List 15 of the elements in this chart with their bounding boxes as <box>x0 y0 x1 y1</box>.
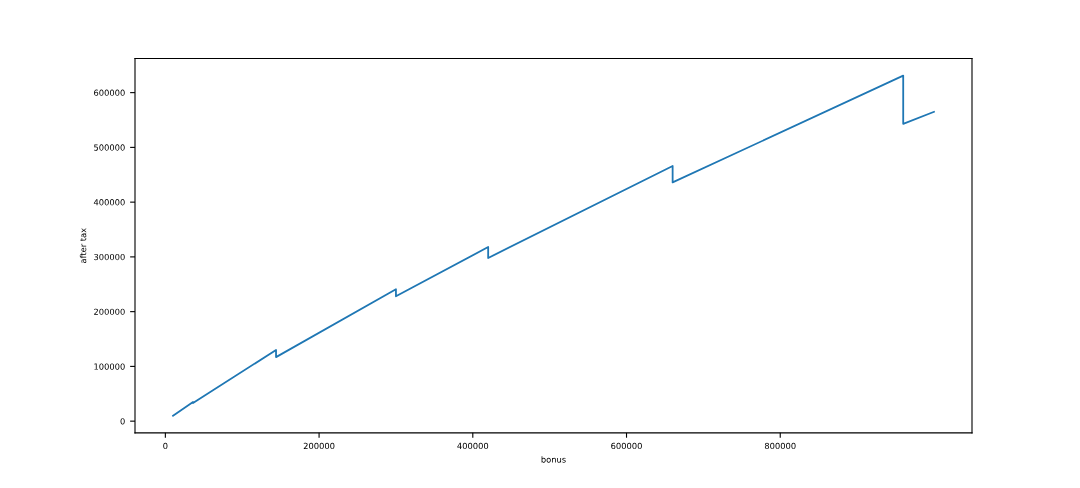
y-tick-label: 300000 <box>94 253 125 261</box>
y-tick-label: 500000 <box>94 144 125 151</box>
y-tick-label: 600000 <box>94 89 125 96</box>
y-tick-label: 200000 <box>94 308 125 315</box>
y-tick-label: 400000 <box>93 199 125 206</box>
x-tick-label: 800000 <box>764 442 796 450</box>
y-axis-title: after tax <box>79 228 87 264</box>
y-tick-label: 0 <box>120 418 125 425</box>
x-tick-label: 0 <box>163 442 168 450</box>
x-tick-label: 200000 <box>303 442 335 450</box>
line-series <box>172 74 935 417</box>
x-axis-title: bonus <box>541 456 566 463</box>
x-tick-label: 600000 <box>611 442 642 450</box>
x-tick-label: 400000 <box>457 442 489 450</box>
y-tick-label: 100000 <box>94 363 125 370</box>
